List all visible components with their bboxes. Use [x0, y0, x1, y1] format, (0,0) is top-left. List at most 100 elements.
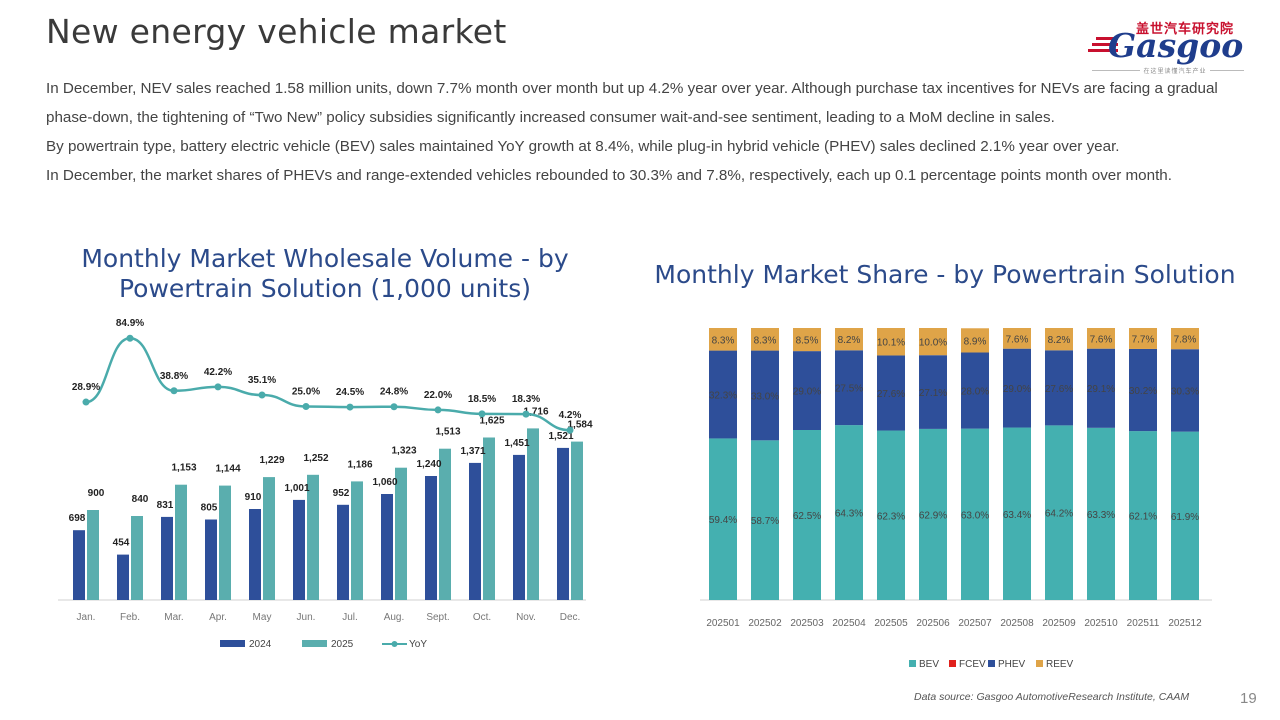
bar-2024: [73, 530, 85, 600]
legend-label: 2025: [331, 639, 354, 650]
segment-label-reev: 7.7%: [1132, 334, 1155, 345]
segment-label-phev: 32.3%: [709, 391, 737, 402]
segment-label-phev: 27.6%: [877, 389, 905, 400]
stack-segment-phev: [709, 350, 737, 439]
legend-swatch: [220, 640, 245, 647]
bar-2024-label: 910: [245, 492, 262, 503]
bar-2024-label: 831: [157, 500, 174, 511]
bar-2025-label: 1,153: [171, 463, 196, 474]
legend-label: FCEV: [959, 659, 986, 670]
x-tick-label: 202506: [916, 618, 950, 629]
bar-2024: [381, 494, 393, 600]
bar-2024: [557, 447, 569, 600]
segment-label-reev: 7.6%: [1090, 334, 1113, 345]
x-tick-label: May: [253, 612, 272, 623]
bar-2024: [513, 454, 525, 600]
x-tick-label: Sept.: [426, 612, 449, 623]
yoy-label: 4.2%: [559, 410, 582, 421]
stack-segment-phev: [751, 350, 779, 441]
x-tick-label: Jun.: [297, 612, 316, 623]
segment-label-phev: 30.2%: [1129, 386, 1157, 397]
yoy-label: 35.1%: [248, 375, 276, 386]
stack-segment-reev: [709, 328, 737, 351]
bar-2025: [483, 437, 495, 600]
volume-chart-title: Monthly Market Wholesale Volume - by Pow…: [81, 244, 569, 303]
page-number: 19: [1240, 690, 1257, 707]
x-tick-label: Aug.: [384, 612, 405, 623]
bar-2025-label: 1,229: [259, 455, 284, 466]
bar-2024-label: 1,371: [460, 446, 485, 457]
bar-2025-label: 1,323: [391, 446, 416, 457]
x-tick-label: 202505: [874, 618, 908, 629]
yoy-point: [214, 383, 222, 391]
segment-label-phev: 29.0%: [1003, 384, 1031, 395]
data-source: Data source: Gasgoo AutomotiveResearch I…: [914, 691, 1190, 703]
x-tick-label: 202503: [790, 618, 824, 629]
bar-2024-label: 1,001: [284, 483, 309, 494]
legend-point-swatch: [391, 641, 398, 647]
bar-2024: [205, 519, 217, 600]
segment-label-bev: 62.5%: [793, 511, 821, 522]
yoy-point: [302, 403, 310, 410]
yoy-point: [170, 387, 178, 395]
yoy-label: 18.5%: [468, 394, 496, 405]
segment-label-bev: 64.3%: [835, 509, 863, 520]
legend-swatch: [988, 660, 995, 667]
yoy-point: [522, 410, 530, 418]
x-tick-label: Dec.: [560, 612, 581, 623]
stack-segment-reev: [919, 328, 947, 356]
x-tick-label: Apr.: [209, 612, 227, 623]
yoy-point: [478, 410, 486, 418]
yoy-point: [258, 391, 266, 399]
segment-label-reev: 10.0%: [919, 338, 947, 349]
legend-label: PHEV: [998, 659, 1026, 670]
segment-label-reev: 7.8%: [1174, 335, 1197, 346]
bar-2025: [131, 516, 143, 600]
bar-2025-label: 1,625: [479, 416, 504, 427]
legend-label: 2024: [249, 639, 272, 650]
legend-label: YoY: [409, 639, 427, 650]
stack-segment-reev: [1003, 328, 1031, 349]
bar-2024: [117, 554, 129, 600]
stack-segment-phev: [1045, 350, 1073, 426]
share-chart-title: Monthly Market Share - by Powertrain Sol…: [654, 260, 1236, 289]
legend-swatch: [1036, 660, 1043, 667]
segment-label-phev: 27.5%: [835, 384, 863, 395]
stack-segment-bev: [751, 440, 779, 600]
segment-label-bev: 59.4%: [709, 515, 737, 526]
segment-label-phev: 28.0%: [961, 387, 989, 398]
stack-segment-reev: [1045, 328, 1073, 351]
yoy-label: 18.3%: [512, 394, 540, 405]
stack-segment-bev: [835, 425, 863, 600]
stack-segment-reev: [835, 328, 863, 351]
yoy-point: [390, 403, 398, 411]
stack-segment-phev: [1087, 348, 1115, 428]
yoy-label: 42.2%: [204, 367, 232, 378]
segment-label-phev: 29.1%: [1087, 384, 1115, 395]
bar-2025-label: 1,716: [523, 406, 548, 417]
bar-2025-label: 1,584: [567, 420, 592, 431]
x-tick-label: Jul.: [342, 612, 358, 623]
segment-label-bev: 62.1%: [1129, 512, 1157, 523]
bar-2025-label: 900: [88, 488, 105, 499]
logo-chinese-name: 盖世汽车研究院: [1136, 22, 1235, 37]
bar-2024-label: 698: [69, 513, 86, 524]
stack-segment-bev: [793, 430, 821, 600]
legend-swatch: [909, 660, 916, 667]
bar-2025-label: 1,186: [347, 459, 372, 470]
segment-label-reev: 10.1%: [877, 338, 905, 349]
x-tick-label: Mar.: [164, 612, 183, 623]
x-tick-label: 202507: [958, 618, 992, 629]
stack-segment-reev: [751, 328, 779, 351]
segment-label-phev: 33.0%: [751, 391, 779, 402]
bar-2025: [307, 474, 319, 600]
stack-segment-reev: [1129, 328, 1157, 349]
segment-label-reev: 8.5%: [796, 336, 819, 347]
segment-label-phev: 30.3%: [1171, 386, 1199, 397]
page-title: New energy vehicle market: [46, 12, 507, 51]
bar-2025: [175, 484, 187, 600]
legend-swatch: [949, 660, 956, 667]
bar-2025: [87, 510, 99, 600]
stack-segment-bev: [1087, 427, 1115, 600]
stack-segment-phev: [877, 355, 905, 431]
